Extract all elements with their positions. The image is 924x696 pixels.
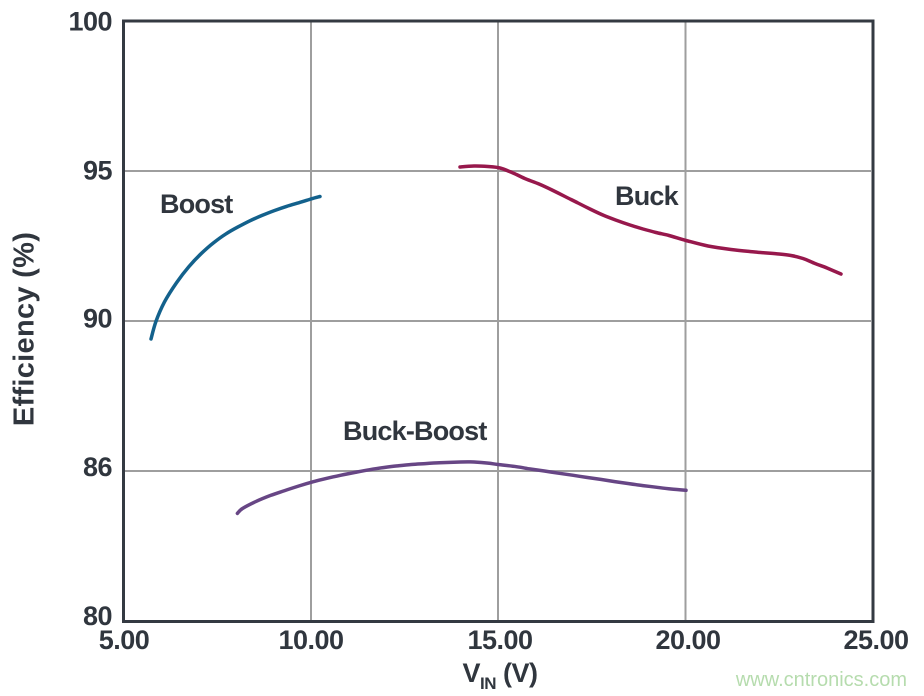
svg-text:5.00: 5.00 bbox=[99, 625, 150, 655]
svg-text:20.00: 20.00 bbox=[655, 625, 720, 655]
svg-text:Efficiency (%): Efficiency (%) bbox=[9, 232, 41, 426]
svg-text:25.00: 25.00 bbox=[843, 625, 908, 655]
svg-text:80: 80 bbox=[83, 601, 112, 631]
svg-text:Boost: Boost bbox=[160, 189, 233, 219]
svg-text:www.cntronics.com: www.cntronics.com bbox=[735, 669, 907, 691]
svg-text:90: 90 bbox=[83, 304, 112, 334]
svg-text:Buck-Boost: Buck-Boost bbox=[343, 416, 487, 446]
svg-text:95: 95 bbox=[83, 156, 113, 186]
svg-text:15.00: 15.00 bbox=[467, 625, 532, 655]
svg-text:VIN (V): VIN (V) bbox=[462, 658, 537, 693]
svg-text:Buck: Buck bbox=[615, 181, 680, 211]
svg-text:10.00: 10.00 bbox=[278, 625, 343, 655]
svg-text:100: 100 bbox=[68, 7, 112, 37]
svg-text:86: 86 bbox=[83, 452, 113, 482]
